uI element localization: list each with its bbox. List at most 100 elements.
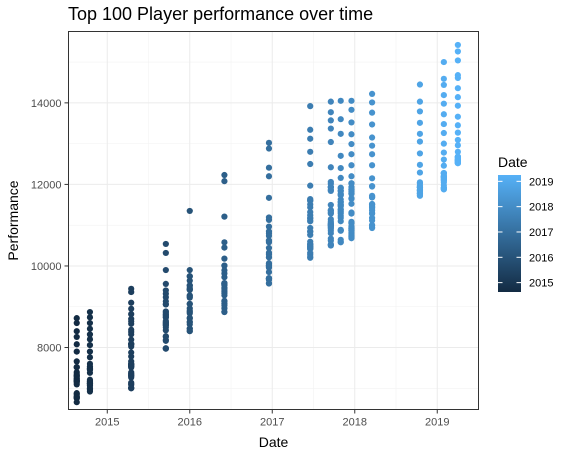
color-legend: Date 2019 2018 2017 2016 2015 [498,154,553,292]
data-point [73,364,80,371]
data-point [186,207,193,215]
data-point [454,142,461,149]
data-point [307,148,314,155]
data-point [86,314,94,321]
data-point [337,214,344,221]
data-point [454,155,461,162]
data-point [86,341,94,349]
data-point [454,57,461,64]
data-point [86,376,94,383]
panel-background [68,31,479,410]
data-point [440,111,447,118]
data-point [73,341,80,348]
data-point [454,113,461,120]
data-point [162,240,169,248]
data-point [348,173,355,180]
data-point [416,169,424,176]
data-point [307,135,314,142]
data-point [368,175,376,182]
data-point [368,193,376,200]
data-point [337,152,344,159]
data-point [128,310,135,318]
data-point [162,294,169,301]
data-point [73,358,80,365]
data-point [454,41,461,49]
data-point [128,349,135,356]
data-point [307,160,314,168]
data-point [348,235,355,242]
data-point [440,58,447,66]
data-point [265,275,273,282]
data-point [368,151,376,158]
data-point [86,388,94,395]
data-point [348,151,355,158]
data-point [337,227,344,234]
data-point [265,280,273,287]
data-points [73,41,461,406]
data-point [73,373,80,380]
data-point [327,242,334,249]
data-point [162,327,169,334]
data-point [221,239,228,246]
legend-colorbar [498,175,521,292]
data-point [416,119,424,126]
data-point [186,284,193,291]
data-point [73,381,80,388]
data-point [368,224,376,232]
data-point [265,237,273,245]
data-point [454,136,461,144]
data-point [440,75,447,82]
data-point [162,309,169,316]
data-point [128,343,135,350]
data-point [221,285,228,293]
data-point [128,336,135,343]
data-point [440,162,447,169]
data-point [265,145,273,152]
data-point [265,216,273,224]
y-axis-title: Performance [5,180,21,260]
legend-label: 2015 [529,278,553,290]
data-point [348,186,355,193]
x-tick-label: 2017 [260,417,284,429]
data-point [86,319,94,327]
data-point [186,277,193,284]
data-point [327,201,334,209]
data-point [327,164,334,171]
data-point [86,325,94,332]
data-point [440,156,447,163]
data-point [265,164,273,171]
data-point [128,379,135,386]
data-point [221,267,228,274]
data-point [307,243,314,250]
data-point [337,97,344,104]
data-point [416,161,424,168]
data-point [337,174,344,181]
data-point [221,262,228,269]
data-point [162,319,169,327]
x-tick-label: 2016 [178,417,202,429]
y-tick-label: 10000 [31,261,62,273]
data-point [327,180,334,187]
data-point [348,180,355,187]
data-point [265,173,273,180]
data-point [327,223,334,230]
data-point [162,333,169,340]
data-point [162,266,169,274]
data-point [348,190,355,197]
data-point [440,100,447,107]
data-point [162,345,169,352]
data-point [265,254,273,261]
data-point [368,210,376,217]
data-point [348,200,355,207]
data-point [162,280,169,288]
data-point [416,183,424,191]
data-point [327,207,334,215]
y-tick-label: 14000 [31,98,62,110]
data-point [221,178,228,185]
grid-lines [68,31,479,410]
legend-label: 2018 [529,202,553,214]
data-point [221,308,228,316]
data-point [440,186,447,193]
data-point [186,308,193,316]
data-point [86,354,94,361]
